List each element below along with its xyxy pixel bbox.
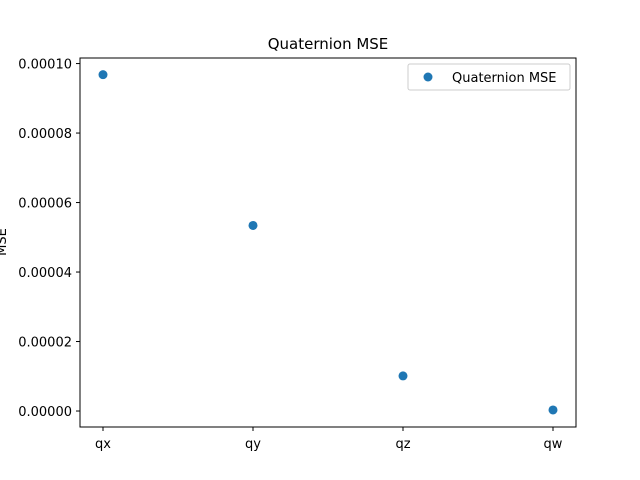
plot-area: qx qy qz qw 0.000000.000020.000040.000060.0… (18, 57, 577, 452)
x-tick-label: qz (395, 437, 410, 452)
x-tick-label: qy (245, 437, 261, 452)
y-axis-label: MSE (0, 228, 10, 256)
legend-marker (423, 72, 433, 82)
y-ticks: 0.00000 0.00002 0.00004 0.00006 0.00008 0.000… (18, 58, 80, 420)
y-tick-label: 0.00002 (18, 336, 72, 351)
y-tick-label: 0.00006 (18, 197, 72, 212)
data-point-qx (98, 70, 108, 80)
y-tick-label: 0.00008 (18, 127, 72, 142)
data-point-qw (548, 405, 558, 415)
data-point-qy (248, 220, 258, 230)
legend: Quaternion MSE (407, 63, 571, 91)
x-tick-label: qx (95, 437, 111, 452)
y-tick-label: 0.00000 (18, 405, 72, 420)
legend-box (407, 63, 571, 91)
y-tick-label: 0.00004 (18, 266, 72, 281)
x-ticks: qx qy qz qw (95, 427, 563, 452)
legend-label: Quaternion MSE (452, 71, 557, 86)
axes-frame (79, 57, 577, 428)
data-point-qz (398, 371, 408, 381)
series-markers (98, 70, 558, 415)
chart-title: Quaternion MSE (268, 35, 389, 53)
x-tick-label: qw (544, 437, 563, 452)
y-tick-label: 0.00010 (18, 58, 72, 73)
